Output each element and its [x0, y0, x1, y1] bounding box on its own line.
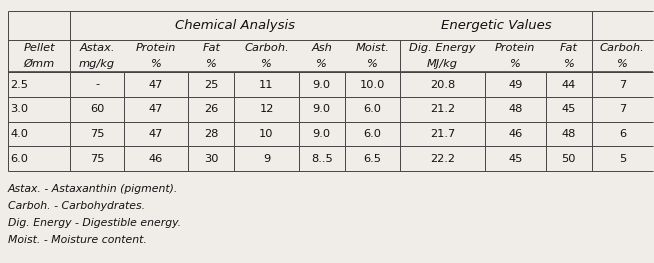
Text: Chemical Analysis: Chemical Analysis — [175, 19, 296, 32]
Text: 46: 46 — [508, 129, 523, 139]
Text: 10.0: 10.0 — [360, 80, 385, 90]
Text: 8..5: 8..5 — [311, 154, 333, 164]
Text: 3.0: 3.0 — [10, 104, 29, 114]
Text: %: % — [368, 59, 378, 69]
Text: %: % — [150, 59, 162, 69]
Text: 22.2: 22.2 — [430, 154, 455, 164]
Text: -: - — [95, 80, 99, 90]
Text: 6.0: 6.0 — [10, 154, 29, 164]
Text: MJ/kg: MJ/kg — [427, 59, 458, 69]
Text: 26: 26 — [204, 104, 218, 114]
Text: Astax.: Astax. — [79, 43, 115, 53]
Text: Protein: Protein — [495, 43, 536, 53]
Text: 21.7: 21.7 — [430, 129, 455, 139]
Text: 30: 30 — [204, 154, 218, 164]
Text: Dig. Energy - Digestible energy.: Dig. Energy - Digestible energy. — [8, 218, 181, 228]
Text: 12: 12 — [260, 104, 273, 114]
Text: 21.2: 21.2 — [430, 104, 455, 114]
Text: %: % — [617, 59, 628, 69]
Text: 6.0: 6.0 — [364, 129, 382, 139]
Text: 44: 44 — [562, 80, 576, 90]
Text: 7: 7 — [619, 80, 626, 90]
Text: 47: 47 — [148, 104, 163, 114]
Text: Fat: Fat — [560, 43, 578, 53]
Text: %: % — [510, 59, 521, 69]
Text: 49: 49 — [508, 80, 523, 90]
Text: 50: 50 — [562, 154, 576, 164]
Text: 47: 47 — [148, 129, 163, 139]
Text: 10: 10 — [259, 129, 274, 139]
Text: 75: 75 — [90, 129, 104, 139]
Text: 4.0: 4.0 — [10, 129, 29, 139]
Text: %: % — [564, 59, 574, 69]
Text: %: % — [261, 59, 272, 69]
Text: Fat: Fat — [202, 43, 220, 53]
Text: mg/kg: mg/kg — [79, 59, 115, 69]
Text: Astax. - Astaxanthin (pigment).: Astax. - Astaxanthin (pigment). — [8, 184, 179, 194]
Text: Carboh.: Carboh. — [244, 43, 289, 53]
Text: 45: 45 — [508, 154, 523, 164]
Text: Carboh. - Carbohydrates.: Carboh. - Carbohydrates. — [8, 201, 145, 211]
Text: 25: 25 — [204, 80, 218, 90]
Text: 9.0: 9.0 — [313, 104, 331, 114]
Text: 9.0: 9.0 — [313, 80, 331, 90]
Text: 28: 28 — [204, 129, 218, 139]
Text: 47: 47 — [148, 80, 163, 90]
Text: 46: 46 — [148, 154, 163, 164]
Text: 60: 60 — [90, 104, 104, 114]
Text: 6.5: 6.5 — [364, 154, 382, 164]
Text: Moist.: Moist. — [356, 43, 390, 53]
Text: 9: 9 — [263, 154, 270, 164]
Text: 5: 5 — [619, 154, 626, 164]
Text: 48: 48 — [508, 104, 523, 114]
Text: 6.0: 6.0 — [364, 104, 382, 114]
Text: Dig. Energy: Dig. Energy — [409, 43, 476, 53]
Text: Pellet: Pellet — [24, 43, 55, 53]
Text: Energetic Values: Energetic Values — [441, 19, 551, 32]
Text: %: % — [317, 59, 327, 69]
Text: 7: 7 — [619, 104, 626, 114]
Text: 48: 48 — [562, 129, 576, 139]
Text: Carboh.: Carboh. — [600, 43, 645, 53]
Text: 6: 6 — [619, 129, 626, 139]
Text: 45: 45 — [562, 104, 576, 114]
Text: Protein: Protein — [136, 43, 176, 53]
Text: 9.0: 9.0 — [313, 129, 331, 139]
Text: 2.5: 2.5 — [10, 80, 29, 90]
Text: %: % — [206, 59, 216, 69]
Text: 75: 75 — [90, 154, 104, 164]
Text: Ash: Ash — [311, 43, 332, 53]
Text: Ømm: Ømm — [24, 59, 55, 69]
Text: 20.8: 20.8 — [430, 80, 455, 90]
Text: 11: 11 — [259, 80, 274, 90]
Text: Moist. - Moisture content.: Moist. - Moisture content. — [8, 235, 146, 245]
